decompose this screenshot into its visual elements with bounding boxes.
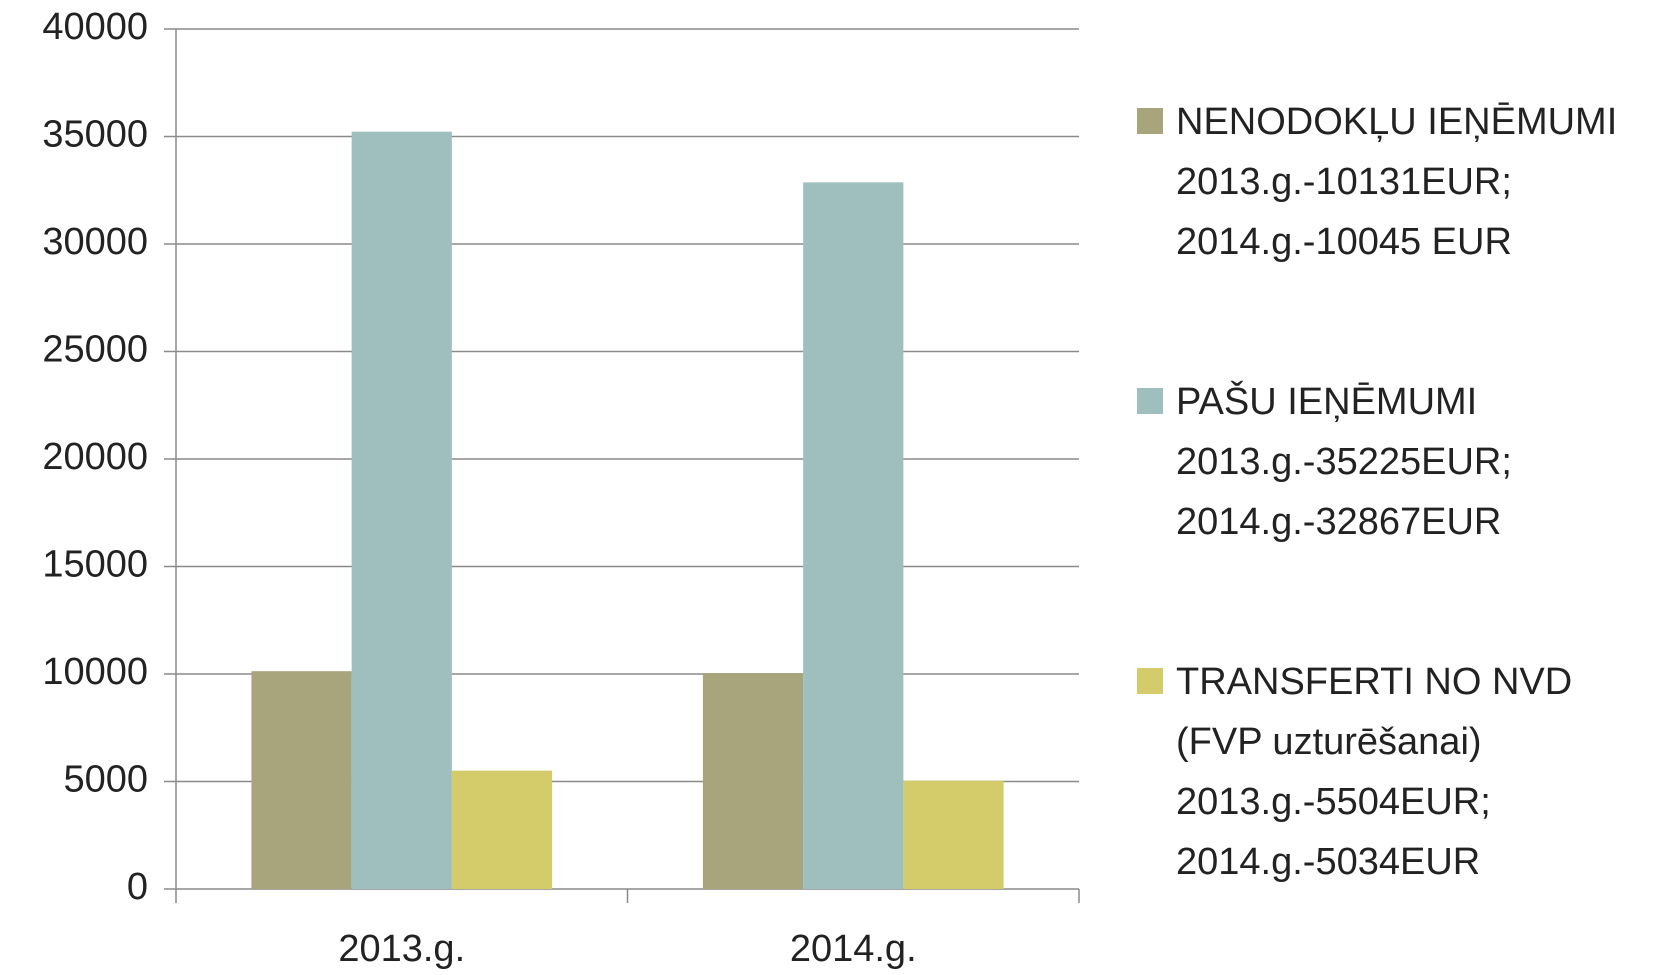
y-tick-label: 30000 <box>42 221 148 263</box>
bar <box>803 182 904 889</box>
legend-label: NENODOKĻU IEŅĒMUMI 2013.g.-10131EUR; 201… <box>1176 101 1618 263</box>
legend-item: PAŠU IEŅĒMUMI 2013.g.-35225EUR; 2014.g.-… <box>1137 372 1512 552</box>
bar <box>451 770 553 889</box>
legend-swatch <box>1137 388 1163 414</box>
legend-label: PAŠU IEŅĒMUMI 2013.g.-35225EUR; 2014.g.-… <box>1176 381 1512 543</box>
x-tick-label: 2014.g. <box>790 928 917 970</box>
legend-label: TRANSFERTI NO NVD (FVP uzturēšanai) 2013… <box>1176 661 1573 883</box>
y-tick-label: 25000 <box>42 329 148 371</box>
y-tick-label: 35000 <box>42 114 148 156</box>
y-tick-label: 15000 <box>42 544 148 586</box>
y-tick-label: 5000 <box>63 759 148 801</box>
bar <box>702 673 804 889</box>
y-tick-label: 0 <box>127 866 148 908</box>
bar <box>351 131 452 890</box>
legend-swatch <box>1137 668 1163 694</box>
bar <box>251 671 352 889</box>
y-tick-label: 10000 <box>42 651 148 693</box>
y-tick-label: 40000 <box>42 6 148 48</box>
bar <box>903 780 1004 889</box>
y-tick-label: 20000 <box>42 436 148 478</box>
legend-item: TRANSFERTI NO NVD (FVP uzturēšanai) 2013… <box>1137 652 1572 892</box>
legend-swatch <box>1137 108 1163 134</box>
legend-item: NENODOKĻU IEŅĒMUMI 2013.g.-10131EUR; 201… <box>1137 92 1617 272</box>
x-tick-label: 2013.g. <box>338 928 465 970</box>
